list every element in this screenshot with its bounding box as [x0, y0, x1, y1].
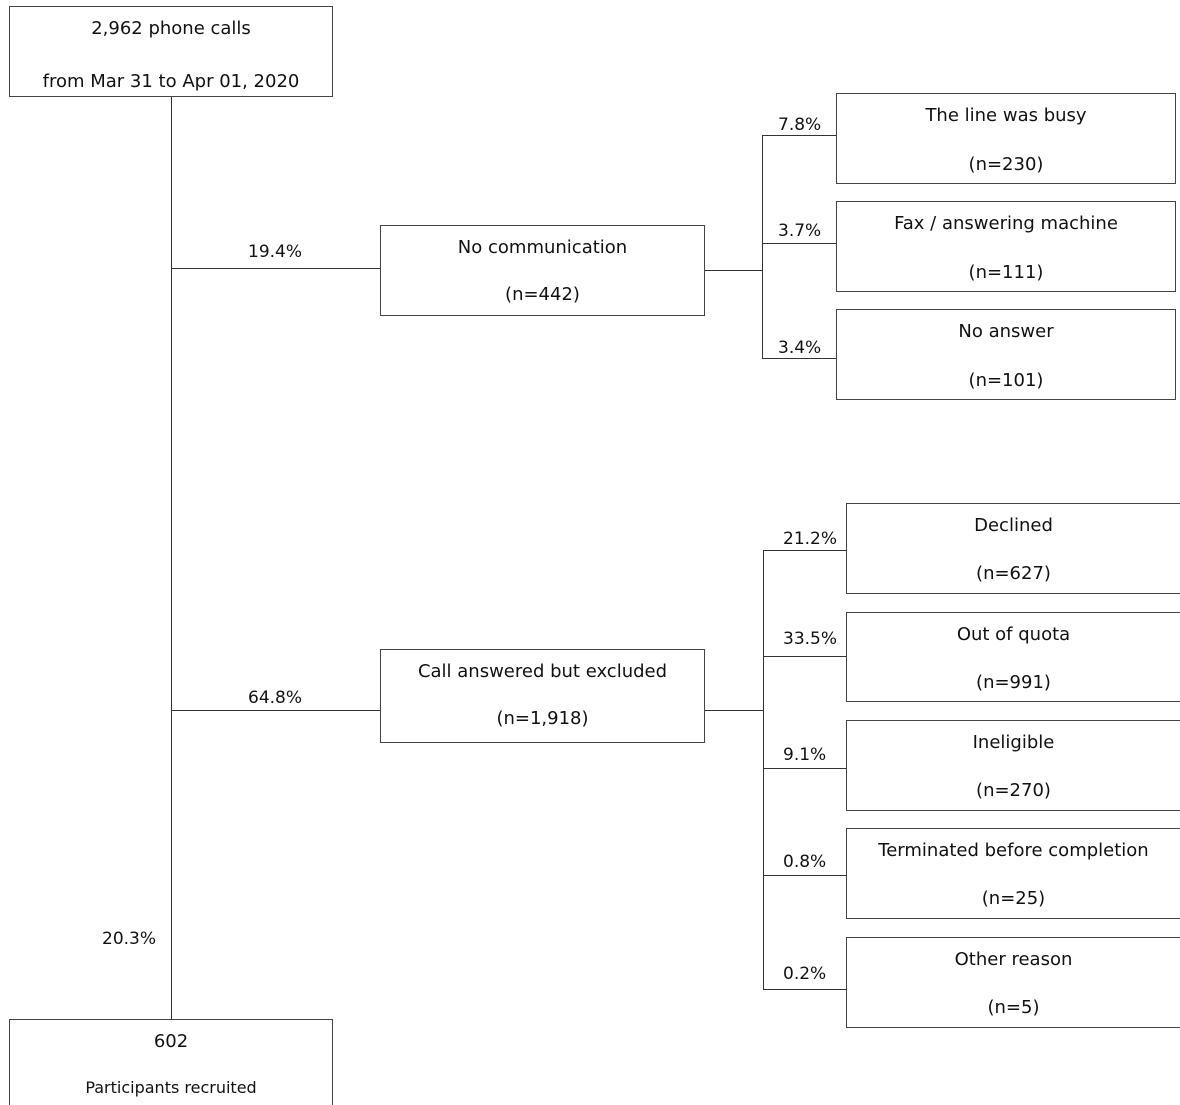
terminated-box: Terminated before completion (n=25) — [846, 828, 1180, 919]
declined-box: Declined (n=627) — [846, 503, 1180, 594]
main-trunk-line — [171, 97, 172, 1019]
line-busy-label: The line was busy — [925, 105, 1087, 126]
terminated-count: (n=25) — [981, 888, 1046, 909]
pct-terminated: 0.8% — [783, 852, 827, 872]
recruited-count: 602 — [153, 1031, 189, 1052]
pct-line-busy: 7.8% — [778, 115, 822, 135]
ineligible-count: (n=270) — [976, 780, 1051, 801]
terminated-label: Terminated before completion — [878, 840, 1149, 861]
total-calls-title: 2,962 phone calls — [91, 18, 251, 39]
line-busy-count: (n=230) — [968, 154, 1044, 175]
pct-fax: 3.7% — [778, 221, 822, 241]
out-of-quota-box: Out of quota (n=991) — [846, 612, 1180, 702]
answered-excluded-subtrunk — [763, 550, 764, 990]
pct-answered-excluded: 64.8% — [248, 688, 303, 708]
pct-recruited: 20.3% — [102, 929, 157, 949]
total-calls-date-range: from Mar 31 to Apr 01, 2020 — [42, 71, 300, 92]
answered-excluded-box: Call answered but excluded (n=1,918) — [380, 649, 705, 743]
recruited-box: 602 Participants recruited — [9, 1019, 333, 1105]
ineligible-box: Ineligible (n=270) — [846, 720, 1180, 811]
other-reason-box: Other reason (n=5) — [846, 937, 1180, 1028]
fax-answering-count: (n=111) — [968, 262, 1044, 283]
recruited-label: Participants recruited — [85, 1078, 257, 1097]
sub-line-declined — [763, 550, 847, 551]
out-of-quota-count: (n=991) — [976, 672, 1051, 693]
sub-line-ineligible — [763, 768, 847, 769]
total-calls-box: 2,962 phone calls from Mar 31 to Apr 01,… — [9, 6, 333, 97]
no-answer-label: No answer — [958, 321, 1054, 342]
line-busy-box: The line was busy (n=230) — [836, 93, 1176, 184]
fax-answering-label: Fax / answering machine — [894, 213, 1118, 234]
no-answer-box: No answer (n=101) — [836, 309, 1176, 400]
branch-line-answered-excluded — [171, 710, 381, 711]
other-reason-count: (n=5) — [987, 997, 1040, 1018]
ineligible-label: Ineligible — [972, 732, 1055, 753]
no-communication-connector — [705, 270, 763, 271]
other-reason-label: Other reason — [954, 949, 1073, 970]
declined-count: (n=627) — [976, 563, 1051, 584]
no-communication-subtrunk — [762, 135, 763, 359]
pct-other-reason: 0.2% — [783, 964, 827, 984]
no-communication-label: No communication — [457, 237, 628, 258]
branch-line-no-communication — [171, 268, 381, 269]
out-of-quota-label: Out of quota — [956, 624, 1071, 645]
answered-excluded-connector — [705, 710, 764, 711]
pct-no-answer: 3.4% — [778, 338, 822, 358]
no-answer-count: (n=101) — [968, 370, 1044, 391]
pct-out-of-quota: 33.5% — [783, 629, 838, 649]
sub-line-out-of-quota — [763, 656, 847, 657]
sub-line-no-answer — [762, 358, 837, 359]
no-communication-count: (n=442) — [505, 284, 580, 305]
fax-answering-box: Fax / answering machine (n=111) — [836, 201, 1176, 292]
no-communication-box: No communication (n=442) — [380, 225, 705, 316]
sub-line-fax — [762, 243, 837, 244]
pct-declined: 21.2% — [783, 529, 838, 549]
sub-line-terminated — [763, 875, 847, 876]
sub-line-busy — [762, 135, 837, 136]
pct-ineligible: 9.1% — [783, 745, 827, 765]
sub-line-other-reason — [763, 989, 847, 990]
answered-excluded-label: Call answered but excluded — [417, 661, 668, 682]
answered-excluded-count: (n=1,918) — [496, 708, 589, 729]
declined-label: Declined — [974, 515, 1053, 536]
pct-no-communication: 19.4% — [248, 242, 303, 262]
